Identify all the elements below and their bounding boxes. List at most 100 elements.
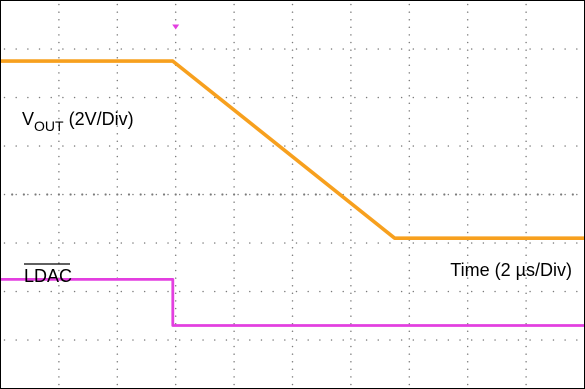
axis-tick xyxy=(127,193,131,196)
grid-dot xyxy=(291,178,294,181)
grid-dot xyxy=(466,72,469,74)
grid-dot xyxy=(525,383,527,386)
grid-dot xyxy=(167,290,169,293)
grid-dot xyxy=(272,339,274,341)
grid-dot xyxy=(342,96,344,99)
grid-dot xyxy=(525,292,527,295)
grid-dot xyxy=(58,178,60,181)
ldac-label: LDAC xyxy=(24,266,72,286)
grid-dot xyxy=(225,339,228,341)
grid-dot xyxy=(350,72,352,74)
grid-dot xyxy=(466,360,469,363)
grid-dot xyxy=(260,193,263,196)
grid-dot xyxy=(233,315,235,317)
grid-dot xyxy=(350,3,352,6)
grid-dot xyxy=(295,48,298,50)
grid-dot xyxy=(350,102,352,105)
grid-dot xyxy=(295,339,298,341)
grid-dot xyxy=(174,201,177,203)
grid-dot xyxy=(27,193,29,196)
grid-dot xyxy=(174,41,177,44)
ldac-trace xyxy=(0,277,585,327)
grid-dot xyxy=(116,34,119,36)
grid-dot xyxy=(525,262,527,264)
grid-dot xyxy=(233,87,235,89)
grid-dot xyxy=(505,242,508,244)
grid-dot xyxy=(377,290,380,293)
grid-dot xyxy=(459,145,461,147)
grid-dot xyxy=(564,193,566,196)
grid-dot xyxy=(482,96,485,99)
grid-dot xyxy=(260,96,263,99)
grid-dot xyxy=(3,96,6,99)
grid-dot xyxy=(295,242,298,244)
grid-dot xyxy=(174,254,177,257)
grid-dot xyxy=(190,193,193,196)
grid-dot xyxy=(167,145,169,147)
grid-dot xyxy=(178,242,181,244)
grid-dot xyxy=(190,339,193,341)
grid-dot xyxy=(213,242,216,244)
grid-dot xyxy=(233,117,235,120)
grid-dot xyxy=(525,132,527,135)
grid-dot xyxy=(132,193,134,196)
grid-dot xyxy=(295,290,298,293)
grid-dot xyxy=(202,96,204,99)
axis-tick xyxy=(303,193,306,196)
grid-dot xyxy=(58,231,60,234)
grid-dot xyxy=(15,339,17,341)
grid-dot xyxy=(525,11,527,13)
grid-dot xyxy=(174,11,177,13)
grid-dot xyxy=(120,96,123,99)
grid-dot xyxy=(85,48,88,50)
grid-dot xyxy=(155,96,158,99)
grid-dot xyxy=(552,145,555,147)
grid-dot xyxy=(291,186,294,188)
grid-dot xyxy=(529,96,531,99)
grid-dot xyxy=(291,11,294,13)
grid-dot xyxy=(466,338,469,340)
grid-dot xyxy=(525,307,527,310)
grid-dot xyxy=(233,11,235,13)
grid-dot xyxy=(58,18,60,21)
grid-dot xyxy=(408,26,411,29)
grid-dot xyxy=(408,315,411,317)
grid-dot xyxy=(525,368,527,371)
grid-dot xyxy=(466,155,469,158)
grid-dot xyxy=(525,72,527,74)
grid-dot xyxy=(291,125,294,127)
grid-dot xyxy=(525,254,527,257)
grid-dot xyxy=(174,360,177,363)
grid-dot xyxy=(58,125,60,127)
grid-dot xyxy=(58,140,60,143)
grid-dot xyxy=(120,193,123,196)
grid-dot xyxy=(525,269,527,272)
grid-dot xyxy=(400,339,403,341)
grid-dot xyxy=(354,96,356,99)
grid-dot xyxy=(58,94,60,97)
grid-dot xyxy=(15,145,17,147)
grid-dot xyxy=(291,94,294,97)
grid-dot xyxy=(116,140,119,143)
grid-dot xyxy=(307,193,309,196)
grid-dot xyxy=(174,208,177,211)
grid-dot xyxy=(552,96,555,99)
grid-dot xyxy=(466,284,469,287)
grid-dot xyxy=(447,96,450,99)
grid-dot xyxy=(291,353,294,355)
axis-tick xyxy=(349,193,352,196)
grid-dot xyxy=(466,322,469,325)
grid-dot xyxy=(116,18,119,21)
grid-dot xyxy=(525,338,527,340)
grid-dot xyxy=(15,48,17,50)
grid-dot xyxy=(408,72,411,74)
grid-dot xyxy=(291,26,294,29)
grid-dot xyxy=(466,102,469,105)
grid-dot xyxy=(389,242,391,244)
grid-dot xyxy=(377,145,380,147)
grid-dot xyxy=(525,300,527,302)
grid-dot xyxy=(291,18,294,21)
vout-scale: (2V/Div) xyxy=(64,109,134,129)
grid-dot xyxy=(167,96,169,99)
